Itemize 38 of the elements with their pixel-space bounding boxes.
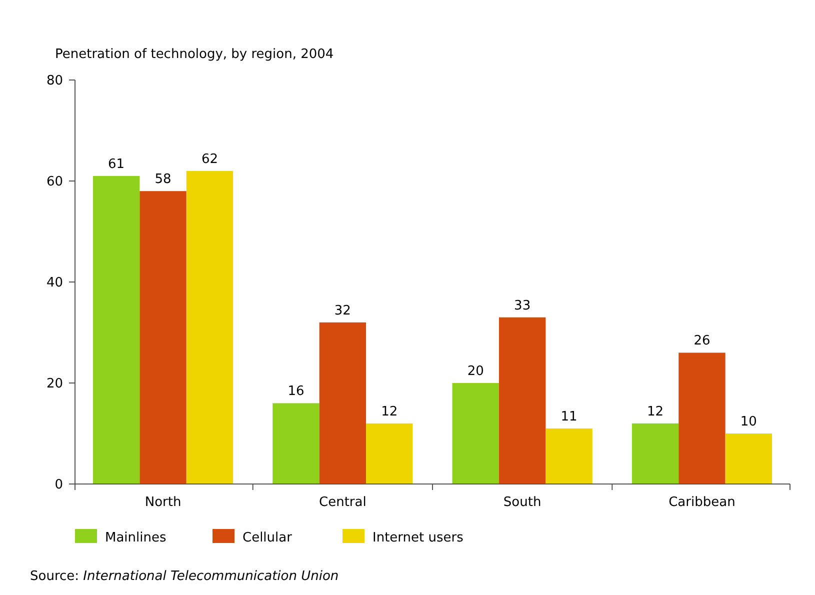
data-label: 10 bbox=[740, 414, 757, 430]
bar bbox=[140, 191, 186, 484]
data-label: 11 bbox=[560, 409, 578, 424]
data-label: 61 bbox=[108, 156, 125, 172]
data-label: 26 bbox=[694, 334, 710, 349]
source-note: Source: International Telecommunication Union bbox=[30, 569, 339, 584]
x-tick-label: North bbox=[144, 495, 182, 510]
bar bbox=[725, 434, 772, 484]
data-label: 16 bbox=[288, 384, 304, 400]
data-label: 58 bbox=[154, 172, 172, 188]
bar bbox=[452, 383, 499, 484]
bar bbox=[546, 428, 592, 484]
y-tick-label: 0 bbox=[54, 478, 63, 493]
data-label: 32 bbox=[334, 303, 351, 318]
data-label: 20 bbox=[467, 364, 484, 379]
bar bbox=[366, 423, 413, 484]
bar bbox=[319, 322, 366, 484]
bar bbox=[498, 317, 546, 484]
x-tick-label: South bbox=[503, 495, 542, 510]
bar bbox=[272, 403, 320, 484]
bar bbox=[632, 423, 679, 484]
legend-label: Cellular bbox=[242, 530, 293, 546]
x-tick-label: Central bbox=[319, 495, 366, 510]
y-tick-label: 80 bbox=[46, 74, 63, 89]
data-label: 62 bbox=[201, 152, 218, 167]
y-tick-label: 40 bbox=[46, 276, 63, 291]
legend-label: Internet users bbox=[372, 530, 464, 546]
data-label: 12 bbox=[381, 404, 398, 420]
y-tick-label: 60 bbox=[46, 174, 63, 190]
bar bbox=[186, 170, 234, 484]
data-label: 12 bbox=[646, 404, 664, 420]
bar bbox=[92, 176, 140, 484]
x-tick-label: Caribbean bbox=[668, 495, 736, 510]
legend-label: Mainlines bbox=[105, 530, 166, 546]
chart-title: Penetration of technology, by region, 2004 bbox=[55, 47, 334, 62]
y-tick-label: 20 bbox=[46, 376, 63, 392]
bar bbox=[678, 352, 726, 484]
data-label: 33 bbox=[514, 298, 531, 314]
